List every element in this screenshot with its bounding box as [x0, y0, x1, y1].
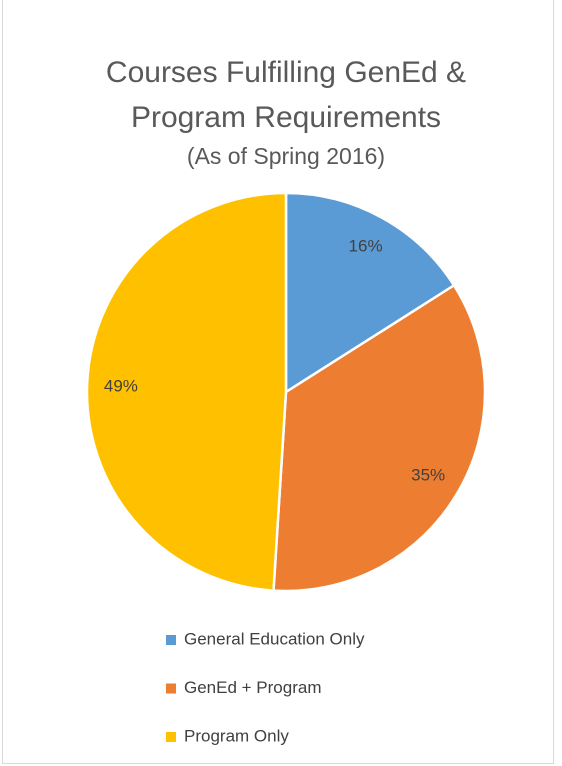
data-label: 16% [349, 237, 383, 256]
legend-swatch [166, 635, 176, 645]
pie-slice [272, 283, 487, 593]
data-label: 49% [104, 376, 138, 395]
legend-label: General Education Only [184, 629, 365, 648]
pie-slice [85, 191, 288, 592]
chart-title: Courses Fulfilling GenEd & Program Requi… [105, 56, 467, 134]
pie-slice [284, 191, 456, 395]
data-label: 35% [411, 466, 445, 485]
chart-subtitle: (As of Spring 2016) [186, 143, 386, 169]
legend-label: Program Only [184, 726, 289, 745]
legend-swatch [166, 732, 176, 742]
legend-swatch [166, 683, 176, 694]
chart-border [2, 0, 554, 764]
legend-label: GenEd + Program [184, 678, 322, 697]
